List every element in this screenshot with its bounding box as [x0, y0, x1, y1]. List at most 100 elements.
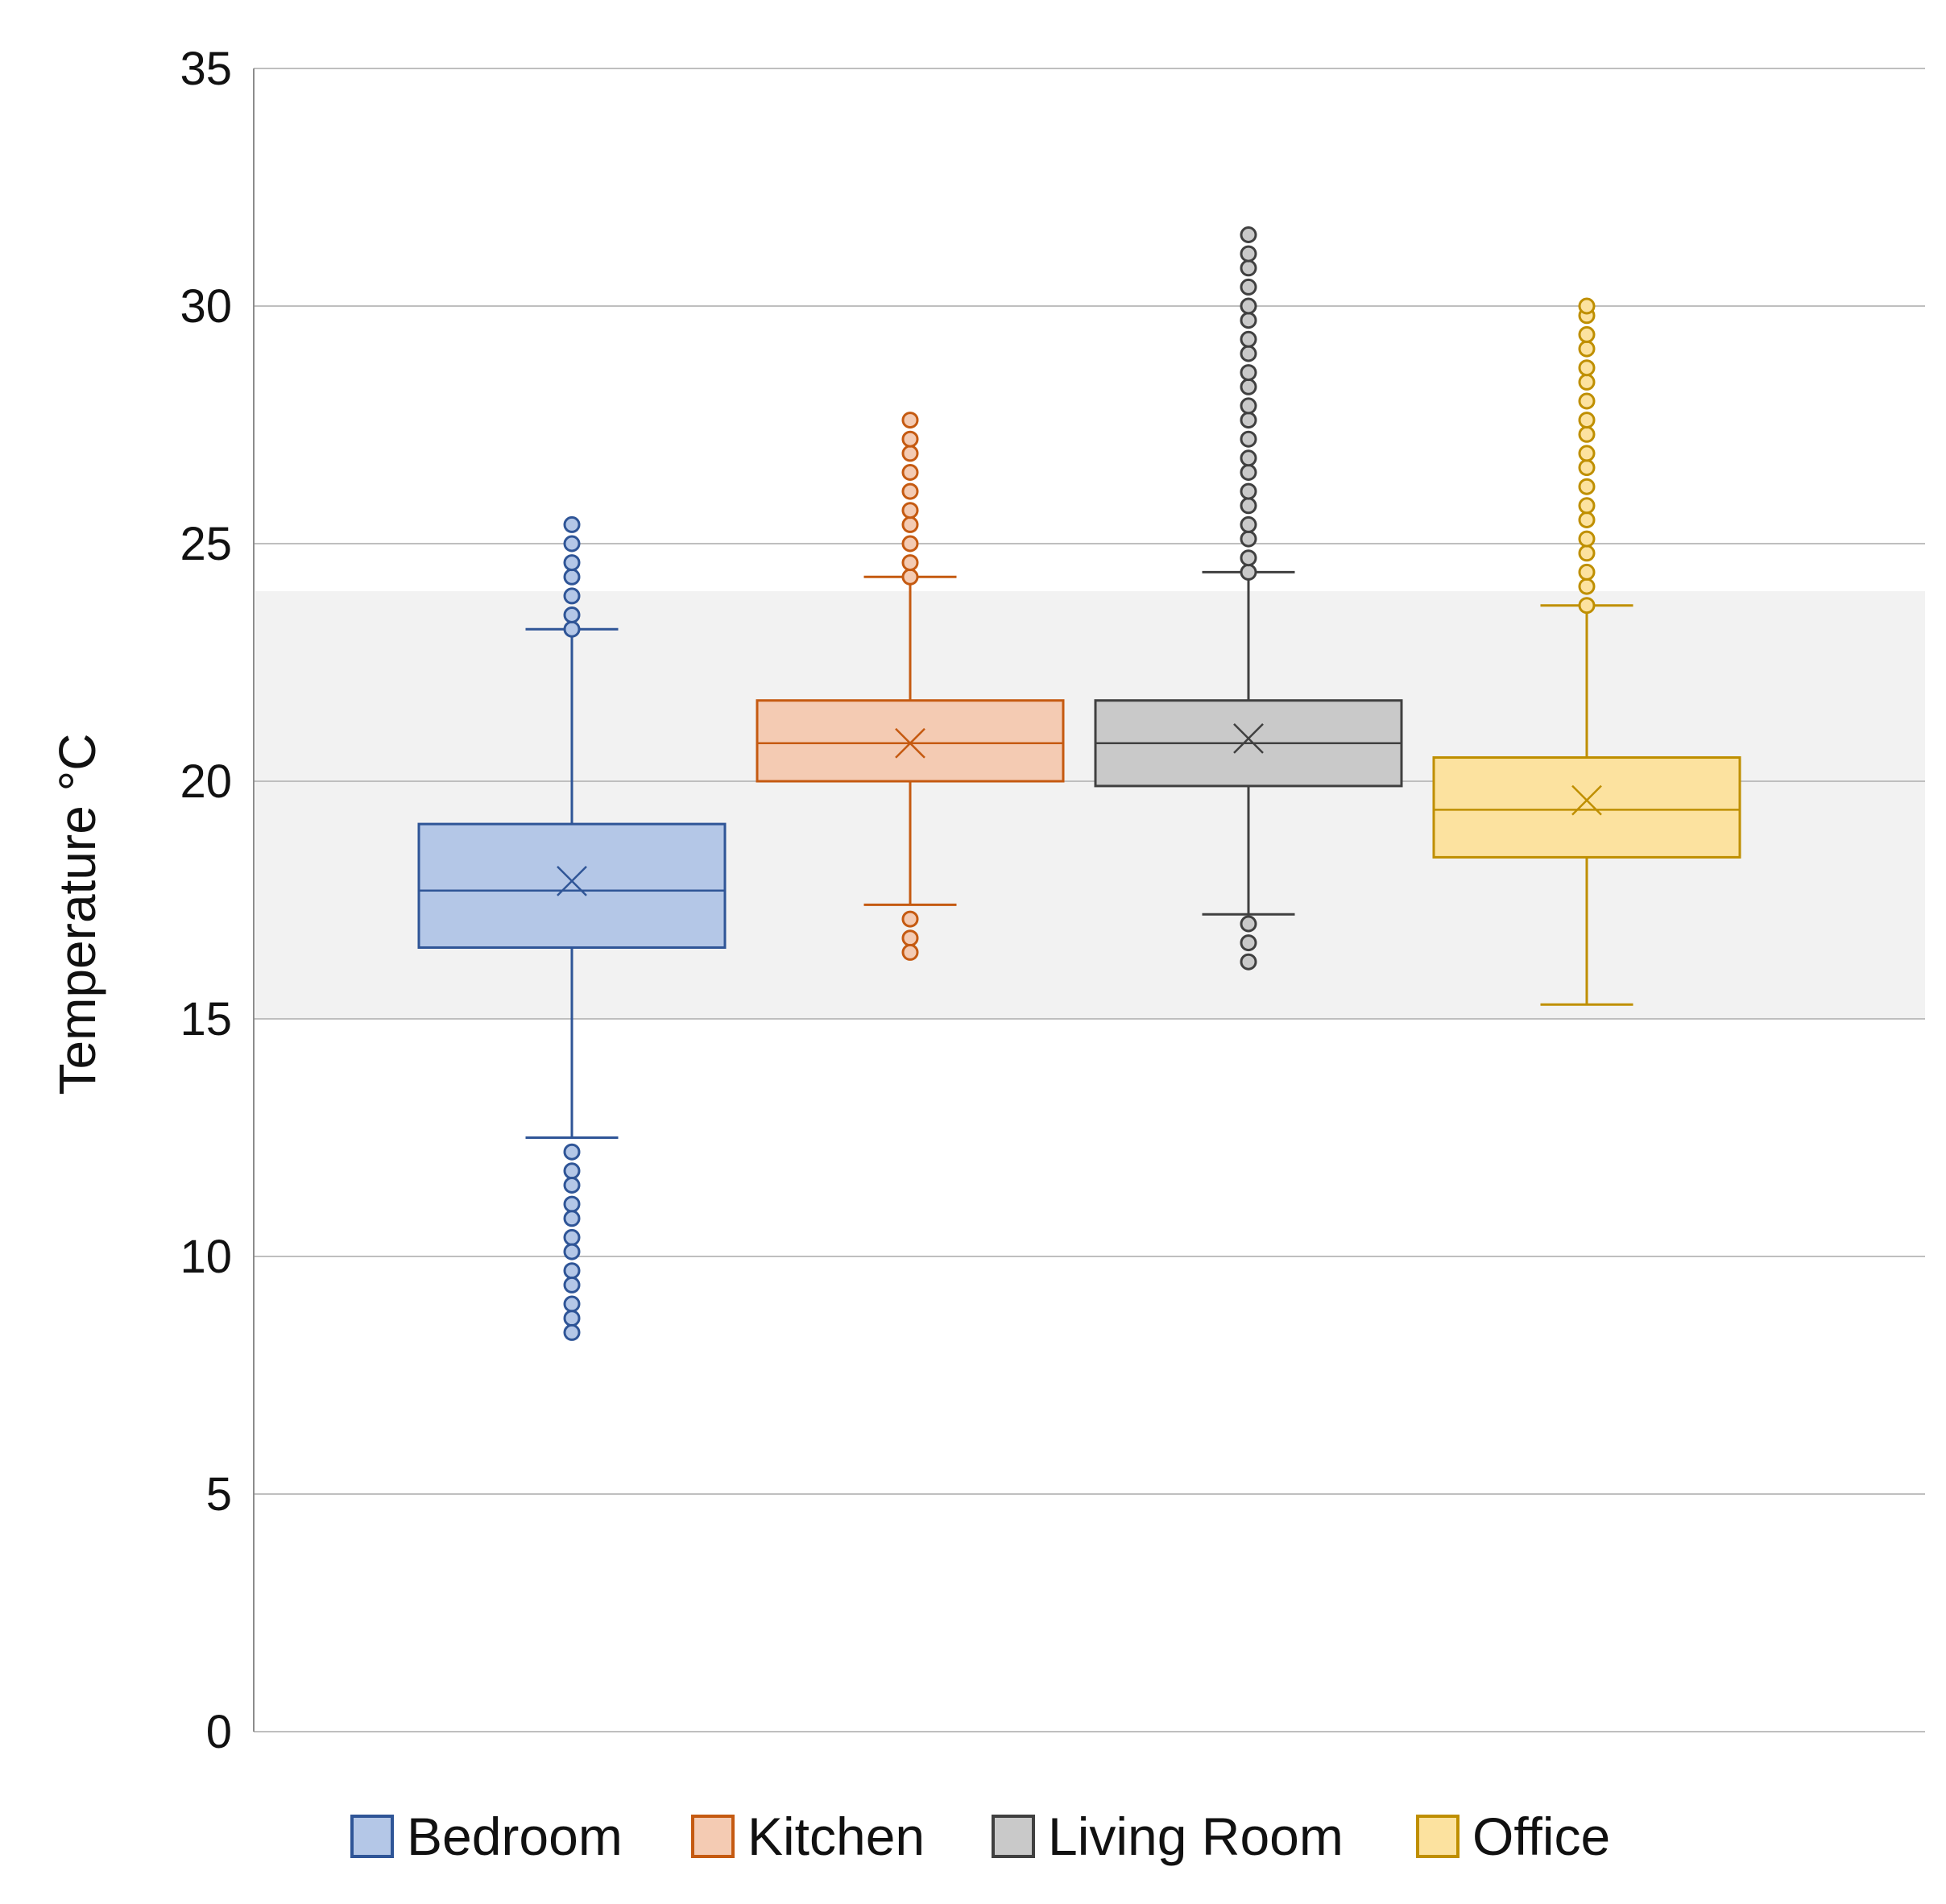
outlier-point	[563, 1310, 581, 1327]
legend-label: Office	[1472, 1807, 1610, 1866]
legend-item: Kitchen	[691, 1807, 925, 1866]
box-group	[1094, 226, 1403, 971]
outlier-point	[1240, 482, 1257, 500]
box-group	[756, 412, 1065, 961]
legend: Bedroom Kitchen Living Room Office	[350, 1807, 1610, 1866]
outlier-point	[563, 1228, 581, 1246]
outlier-point	[563, 1276, 581, 1293]
outlier-point	[1240, 563, 1257, 581]
outlier-point	[1578, 459, 1596, 477]
outlier-point	[1578, 359, 1596, 377]
outlier-point	[901, 482, 919, 500]
outlier-point	[1240, 412, 1257, 429]
legend-label: Kitchen	[747, 1807, 925, 1866]
outlier-point	[1240, 915, 1257, 933]
y-tick-label: 35	[180, 43, 232, 95]
outlier-point	[1240, 226, 1257, 243]
outlier-point	[901, 568, 919, 586]
mean-marker	[1233, 723, 1264, 754]
box-series-layer	[417, 226, 1741, 1341]
outlier-point	[1240, 515, 1257, 533]
outlier-point	[563, 535, 581, 553]
outlier-point	[563, 1295, 581, 1313]
y-tick-label: 30	[180, 280, 232, 333]
outlier-point	[563, 568, 581, 586]
outlier-point	[901, 464, 919, 481]
outlier-point	[901, 929, 919, 947]
legend-item: Office	[1416, 1807, 1610, 1866]
legend-swatch	[1416, 1815, 1460, 1858]
outlier-point	[1578, 425, 1596, 443]
outlier-point	[563, 1143, 581, 1161]
outlier-point	[1240, 330, 1257, 348]
outlier-point	[563, 1262, 581, 1280]
outlier-point	[563, 554, 581, 572]
outlier-point	[1240, 464, 1257, 481]
outlier-point	[1240, 364, 1257, 382]
outlier-point	[1578, 412, 1596, 429]
outlier-point	[901, 430, 919, 448]
outlier-point	[563, 1162, 581, 1180]
outlier-point	[1240, 312, 1257, 329]
outlier-point	[1578, 478, 1596, 495]
y-tick-label: 20	[180, 755, 232, 808]
outlier-point	[901, 412, 919, 429]
outlier-point	[1578, 597, 1596, 615]
iqr-box	[1432, 756, 1741, 859]
outlier-point	[1240, 449, 1257, 467]
legend-swatch	[992, 1815, 1035, 1858]
outlier-point	[563, 1323, 581, 1341]
outlier-point	[1240, 259, 1257, 277]
mean-marker	[895, 727, 925, 759]
y-tick-label: 10	[180, 1231, 232, 1283]
outlier-point	[563, 1210, 581, 1227]
y-tick-label: 25	[180, 518, 232, 570]
outlier-point	[901, 445, 919, 462]
y-tick-label: 15	[180, 993, 232, 1045]
gridlines	[254, 68, 1925, 1732]
outlier-point	[1578, 297, 1596, 315]
outlier-point	[1578, 325, 1596, 343]
outlier-point	[1240, 397, 1257, 415]
y-tick-label: 5	[206, 1468, 232, 1521]
legend-swatch	[691, 1815, 735, 1858]
y-axis-title: Temperature °C	[48, 734, 106, 1095]
outlier-point	[1578, 392, 1596, 410]
legend-swatch	[350, 1815, 394, 1858]
outlier-point	[901, 535, 919, 553]
outlier-point	[901, 943, 919, 961]
outlier-point	[1240, 245, 1257, 263]
y-tick-label: 0	[206, 1706, 232, 1758]
outlier-point	[1240, 378, 1257, 395]
outlier-point	[901, 910, 919, 928]
outlier-point	[563, 606, 581, 623]
outlier-point	[901, 515, 919, 533]
legend-item: Bedroom	[350, 1807, 623, 1866]
outlier-point	[1578, 497, 1596, 515]
outlier-point	[563, 515, 581, 533]
iqr-box	[756, 699, 1065, 783]
outlier-point	[1240, 345, 1257, 362]
outlier-point	[1578, 373, 1596, 391]
outlier-point	[563, 587, 581, 605]
outlier-point	[1240, 530, 1257, 548]
outlier-point	[1240, 934, 1257, 952]
outlier-point	[901, 502, 919, 519]
mean-marker	[1571, 784, 1602, 816]
outlier-point	[1578, 577, 1596, 595]
outlier-point	[563, 1195, 581, 1213]
outlier-point	[1240, 549, 1257, 567]
outlier-point	[563, 620, 581, 638]
outlier-point	[1240, 497, 1257, 515]
y-axis: 0 5 10 15 20 25 30 35	[180, 43, 255, 1758]
legend-item: Living Room	[992, 1807, 1344, 1866]
outlier-point	[901, 554, 919, 572]
outlier-point	[1578, 445, 1596, 462]
box-group	[1432, 297, 1741, 1006]
outlier-point	[1578, 530, 1596, 548]
outlier-point	[1578, 340, 1596, 358]
legend-label: Bedroom	[407, 1807, 623, 1866]
outlier-point	[1240, 430, 1257, 448]
